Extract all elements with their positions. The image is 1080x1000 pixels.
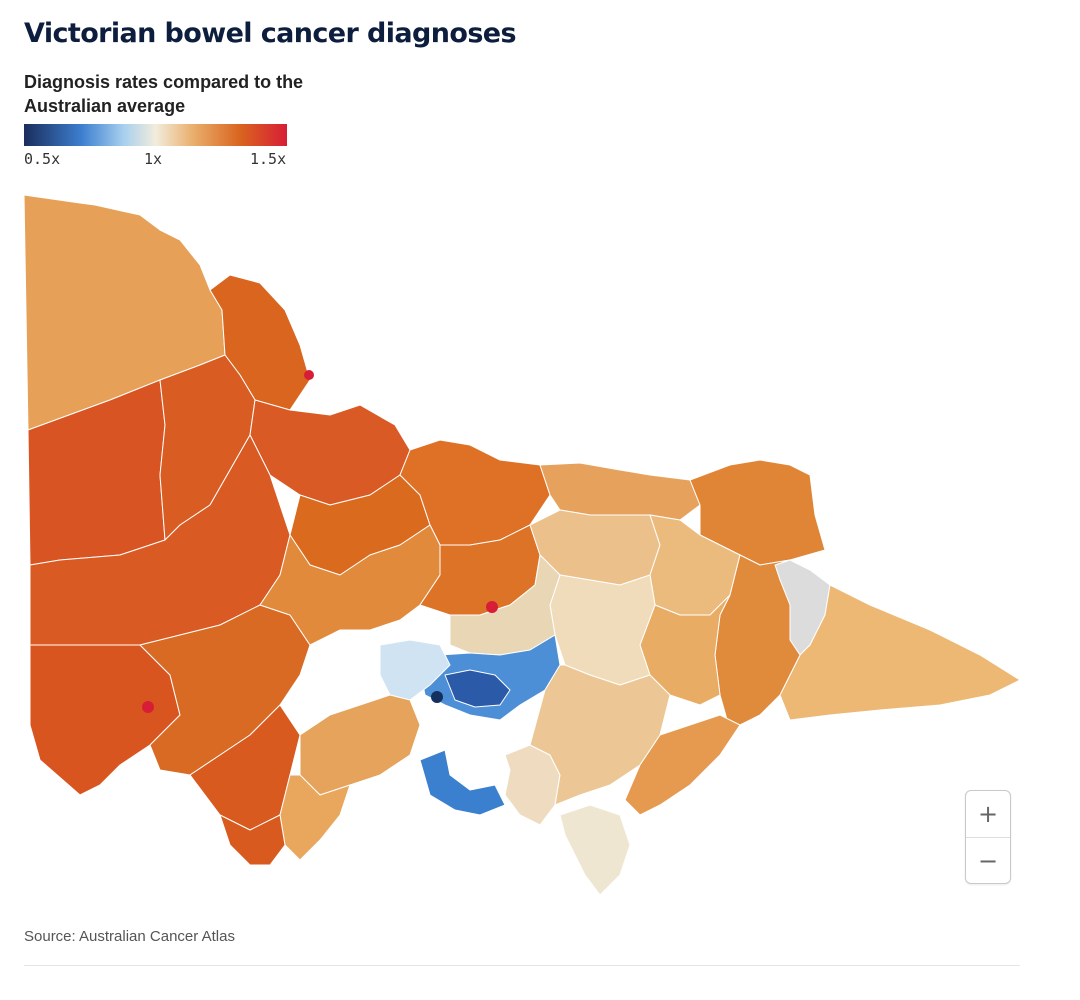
region-south-west: [29, 644, 181, 796]
zoom-out-button[interactable]: −: [966, 837, 1010, 883]
region-melbourne-west: [379, 639, 451, 701]
source-note: Source: Australian Cancer Atlas: [24, 928, 235, 945]
zoom-in-button[interactable]: +: [977, 800, 999, 828]
legend-tick-max: 1.5x: [250, 150, 287, 168]
legend-color-bar: [24, 124, 287, 146]
region-melbourne-inner: [444, 669, 511, 708]
legend-tick-min: 0.5x: [24, 150, 61, 168]
region-phillip-island-region: [559, 804, 631, 896]
victoria-choropleth-map[interactable]: [0, 175, 1040, 905]
region-geelong-west: [299, 694, 421, 796]
zoom-control: + −: [965, 790, 1011, 884]
region-east-gippsland: [779, 584, 1021, 721]
legend-title: Diagnosis rates compared to the Australi…: [24, 72, 304, 116]
hotspot-1: [142, 701, 154, 713]
region-north-1: [209, 274, 311, 411]
region-otways: [219, 814, 286, 866]
region-south-gippsland: [624, 714, 741, 816]
footer-divider: [24, 965, 1020, 966]
hotspot-3: [486, 601, 498, 613]
region-surf-coast: [279, 774, 351, 861]
hotspot-2: [304, 370, 314, 380]
region-bellarine: [419, 749, 506, 816]
hotspot-4: [431, 691, 443, 703]
chart-title: Victorian bowel cancer diagnoses: [24, 18, 517, 49]
legend-tick-mid: 1x: [144, 150, 163, 168]
